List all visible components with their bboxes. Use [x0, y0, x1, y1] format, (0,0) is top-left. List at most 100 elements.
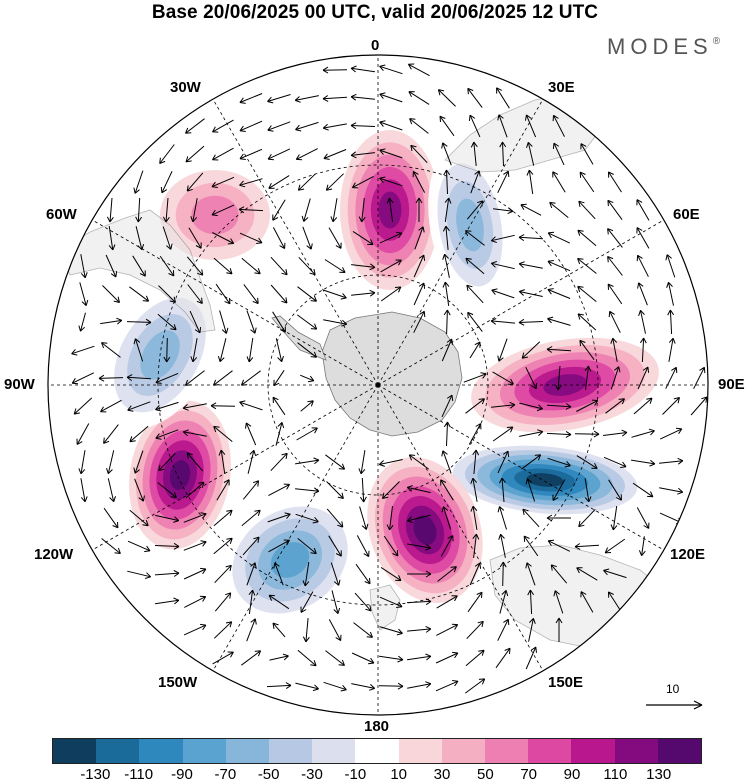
wind-arrow-shaft: [300, 374, 314, 382]
wind-arrow-shaft: [607, 228, 623, 248]
wind-arrow-shaft: [518, 236, 544, 240]
wind-arrow-shaft: [379, 121, 403, 131]
wind-arrow: [300, 591, 314, 613]
wind-arrow-head: [341, 319, 348, 327]
wind-arrow-shaft: [496, 87, 510, 109]
wind-arrow: [546, 346, 572, 353]
wind-arrow-shaft: [499, 506, 507, 530]
wind-arrow: [470, 505, 478, 530]
wind-arrow-shaft: [444, 198, 450, 222]
wind-arrow-shaft: [407, 486, 431, 494]
wind-arrow: [631, 459, 656, 467]
wind-arrow: [133, 170, 144, 194]
wind-arrow-shaft: [246, 310, 256, 334]
wind-arrow: [574, 430, 600, 438]
wind-arrow-shaft: [553, 115, 565, 137]
colorbar-swatch: [614, 739, 658, 763]
wind-arrow: [240, 370, 261, 386]
wind-arrow-head: [272, 214, 279, 221]
wind-arrow: [518, 318, 544, 326]
wind-arrow: [219, 310, 229, 334]
wind-arrow-shaft: [272, 311, 286, 333]
wind-arrow-head: [701, 396, 708, 403]
wind-arrow-head: [440, 479, 447, 486]
wind-arrow-shaft: [436, 595, 458, 609]
wind-arrow-shaft: [578, 200, 596, 220]
wind-arrow-head: [478, 398, 485, 405]
wind-arrow: [239, 148, 263, 160]
wind-arrow-shaft: [220, 450, 226, 474]
wind-arrow-shaft: [351, 67, 375, 73]
wind-arrow: [580, 143, 594, 165]
wind-arrow-shaft: [297, 286, 317, 302]
wind-arrow: [497, 450, 510, 474]
wind-arrow-shaft: [323, 319, 347, 325]
wind-arrow-shaft: [468, 423, 482, 445]
colorbar-swatch: [269, 739, 313, 763]
wind-arrow-head: [185, 156, 192, 163]
wind-arrow-shaft: [440, 479, 454, 501]
wind-arrow-shaft: [408, 63, 430, 77]
wind-arrow-shaft: [246, 562, 256, 586]
wind-arrow-shaft: [580, 143, 594, 165]
wind-arrow-head: [137, 243, 145, 251]
wind-arrow-shaft: [409, 454, 429, 470]
wind-arrow-head: [477, 200, 484, 207]
wind-arrow-head: [523, 535, 530, 542]
wind-arrow-head: [351, 182, 359, 189]
wind-arrow: [213, 621, 233, 639]
wind-arrow-head: [522, 508, 529, 516]
meridian-line: [377, 384, 544, 671]
wind-arrow-shaft: [360, 450, 366, 474]
wind-arrow-shaft: [270, 284, 288, 304]
wind-arrow-shaft: [71, 372, 95, 384]
wind-arrow-head: [503, 170, 510, 178]
wind-arrow: [576, 567, 598, 581]
wind-arrow-head: [330, 216, 338, 223]
wind-arrow-shaft: [610, 366, 620, 390]
wind-arrow: [213, 537, 233, 555]
wind-arrow-shaft: [161, 170, 173, 194]
wind-arrow: [576, 455, 598, 469]
wind-arrow: [295, 148, 318, 161]
wind-arrow-head: [450, 566, 457, 573]
wind-arrow-shaft: [297, 314, 317, 330]
wind-arrow-shaft: [631, 430, 655, 438]
wind-arrow: [184, 595, 207, 608]
wind-arrow: [132, 255, 146, 277]
wind-arrow-shaft: [351, 683, 375, 689]
wind-arrow-head: [546, 346, 553, 353]
wind-arrow-head: [490, 317, 497, 325]
wind-arrow-head: [547, 316, 554, 324]
wind-arrow-head: [379, 64, 386, 72]
wind-arrow-head: [470, 477, 478, 484]
wind-arrow: [157, 482, 177, 498]
wind-arrow: [498, 477, 506, 503]
wind-arrow-shaft: [183, 624, 207, 636]
wind-arrow-shaft: [103, 424, 119, 444]
wind-arrow-head: [498, 533, 505, 540]
wind-arrow-shaft: [295, 682, 319, 690]
wind-arrow-head: [554, 384, 562, 391]
wind-arrow-shaft: [519, 402, 543, 410]
wind-arrow-shaft: [439, 115, 455, 137]
wind-arrow-shaft: [414, 226, 424, 250]
wind-arrow-head: [100, 406, 107, 413]
wind-arrow-shaft: [295, 95, 319, 101]
wind-arrow-head: [425, 653, 432, 661]
wind-arrow: [213, 425, 233, 442]
wind-arrow: [326, 481, 344, 499]
wind-arrow: [239, 232, 263, 244]
wind-arrow: [379, 64, 403, 75]
wind-arrow-head: [480, 372, 487, 379]
wind-arrow-head: [169, 296, 176, 303]
wind-arrow: [182, 429, 207, 437]
wind-arrow-shaft: [330, 562, 340, 586]
wind-arrow-head: [673, 397, 680, 404]
wind-arrow: [183, 540, 207, 551]
south-america: [59, 209, 216, 333]
wind-arrow-head: [144, 572, 152, 579]
wind-arrow-head: [135, 216, 143, 223]
wind-arrow-shaft: [467, 88, 483, 108]
wind-arrow-shaft: [389, 506, 393, 530]
